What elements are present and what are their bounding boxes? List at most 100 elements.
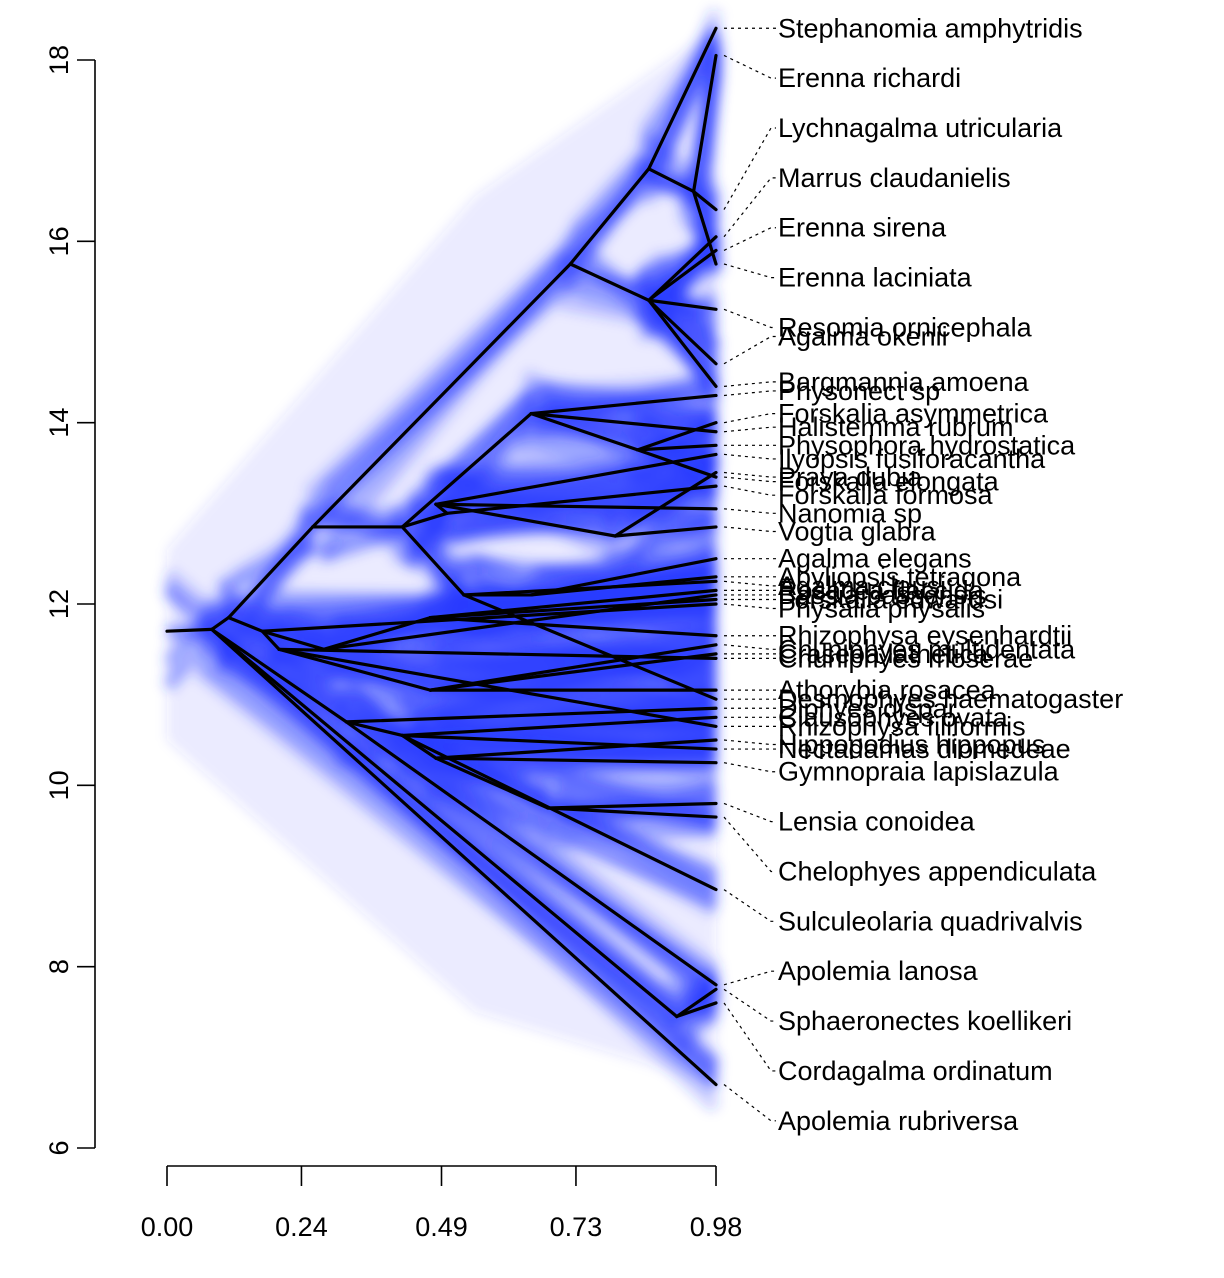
branch-tip-1: [691, 53, 718, 194]
branch-n4: [260, 629, 281, 651]
branch-tip-2: [691, 189, 718, 212]
y-tick-label: 8: [44, 959, 74, 974]
tip-label: Lensia conoidea: [778, 807, 976, 837]
branch-tip-38: [546, 801, 718, 810]
branch-tip-6: [647, 298, 718, 311]
branch-tip-3: [647, 235, 718, 302]
branch-tip-5: [691, 189, 718, 266]
branch-tip-0: [647, 26, 718, 171]
tip-label: Rhizophysa filiformis: [778, 711, 1026, 741]
branch-tip-18: [613, 525, 718, 538]
branch-n3: [227, 615, 264, 633]
branch-tip-37: [434, 756, 718, 765]
branch-tip-35: [434, 738, 718, 760]
branch-tip-33: [400, 715, 718, 738]
leader-line: [723, 644, 776, 650]
leader-line: [723, 970, 776, 986]
branch-tip-12: [635, 443, 718, 452]
tip-label: Erenna richardi: [778, 63, 961, 93]
branch-tip-25: [260, 602, 718, 633]
tip-label: Erenna sirena: [778, 213, 947, 243]
tip-label: Athorybia rosacea: [778, 675, 997, 705]
branch-n16: [400, 525, 466, 597]
tip-label: Apolemia lanosa: [778, 956, 979, 986]
branch-tip-9: [529, 393, 718, 416]
leader-line: [723, 485, 776, 496]
branch-n22: [344, 720, 404, 738]
cloud-branch: [410, 386, 537, 515]
branch-tip-13: [434, 452, 718, 506]
branch-tip-40: [400, 733, 718, 892]
cloud-branch: [641, 39, 723, 186]
cloud-branch: [612, 528, 718, 562]
leader-line: [723, 54, 776, 79]
x-tick-label: 0.24: [275, 1212, 328, 1242]
branch-tip-34: [277, 647, 718, 729]
tip-label: Physalia physalis: [778, 594, 985, 624]
leader-line: [723, 526, 776, 533]
tip-label: Chuniphyes multidentata: [778, 634, 1076, 664]
branch-tip-39: [546, 806, 718, 819]
branch-tip-42: [675, 987, 718, 1019]
tip-label: Resomia ornicephala: [778, 312, 1033, 342]
cloud-branch: [194, 664, 721, 1090]
leader-line: [723, 889, 776, 922]
x-tick-label: 0.49: [415, 1212, 468, 1242]
leader-line: [723, 1084, 776, 1122]
branch-n8: [311, 262, 572, 529]
leader-line: [723, 177, 776, 238]
y-tick-label: 10: [44, 770, 74, 800]
tip-label: Nectadamas diomedeae: [778, 734, 1071, 764]
tip-label: Stephanomia amphytridis: [778, 13, 1083, 43]
tip-label: Ilyopsis fusiforacantha: [778, 444, 1046, 474]
axes: 6 8 10 12 14 16 18 0.00 0.24 0.49 0.73 0.98: [44, 45, 742, 1242]
tip-label: Apolemia rubriversa: [778, 1106, 1019, 1136]
branch-n10: [647, 167, 696, 194]
cloud-branch: [553, 777, 717, 798]
leader-line: [723, 476, 776, 483]
x-tick-label: 0.98: [690, 1212, 743, 1242]
leader-line: [723, 335, 776, 365]
x-tick-label: 0.00: [141, 1212, 194, 1242]
branch-n13: [529, 412, 640, 452]
tip-label: Sulculeolaria quadrivalvis: [778, 906, 1083, 936]
leader-line: [723, 739, 776, 746]
branch-tip-31: [462, 593, 718, 701]
branch-n7: [400, 511, 449, 529]
leader-line: [723, 453, 776, 460]
tip-label: Gymnopraia lapislazula: [778, 757, 1060, 787]
tip-label: Bargmannia amoena: [778, 367, 1030, 397]
leader-line: [723, 1002, 776, 1072]
tip-label: Halistemma rubrum: [778, 412, 1014, 442]
tip-label: Chelophyes appendiculata: [778, 856, 1097, 886]
cloud-branch: [557, 295, 651, 327]
tip-label: Agalma okenii: [778, 322, 948, 352]
branch-tip-14: [613, 470, 718, 538]
branch-tip-24: [428, 597, 718, 620]
branch-n12: [400, 412, 533, 529]
y-tick-label: 12: [44, 589, 74, 619]
tip-label: Agalma clausi: [778, 571, 946, 601]
branch-n5: [227, 525, 315, 620]
leader-line: [723, 390, 776, 397]
branch-n11: [568, 262, 651, 302]
tip-labels: Stephanomia amphytridis Erenna richardi Ly…: [778, 13, 1123, 1136]
cloud-branch: [456, 555, 533, 588]
tip-label: Chuniphyes moserae: [778, 643, 1033, 673]
tip-label: Forskalia asymmetrica: [778, 399, 1049, 429]
branch-tip-36: [400, 733, 718, 751]
leader-line: [723, 413, 776, 424]
leader-line: [723, 508, 776, 514]
tip-label: Forskalia formosa: [778, 480, 994, 510]
tip-label: Rosacea flaccida: [778, 575, 985, 605]
branch-tip-26: [428, 615, 718, 638]
cloud-branch: [539, 817, 717, 834]
tip-label: Sphaeronectes koellikeri: [778, 1006, 1072, 1036]
branch-tip-4: [647, 248, 718, 302]
branch-tip-8: [647, 298, 718, 388]
leader-line: [723, 227, 776, 251]
branch-n2: [210, 615, 231, 631]
branch-n24: [434, 756, 550, 810]
leader-line: [723, 471, 776, 478]
